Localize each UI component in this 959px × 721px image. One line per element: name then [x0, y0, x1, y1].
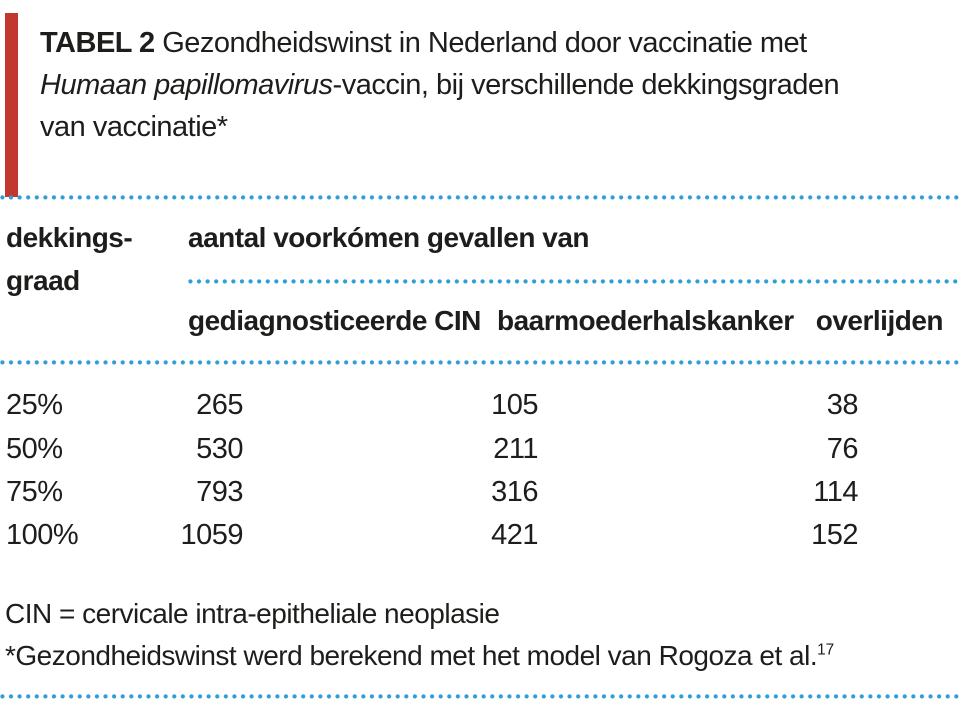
cell-overlijden: 38: [826, 389, 859, 421]
table-caption: TABEL 2 Gezondheidswinst in Nederland do…: [40, 22, 940, 148]
cell-dekkingsgraad: 50%: [6, 433, 63, 465]
accent-bar: [5, 13, 18, 197]
caption-text-3: van vaccinatie*: [40, 111, 228, 143]
cell-overlijden: 114: [813, 476, 858, 508]
caption-line-1: TABEL 2 Gezondheidswinst in Nederland do…: [40, 22, 940, 64]
dotted-rule-subheader: [188, 279, 959, 284]
footnote-cin-definition: CIN = cervicale intra-epitheliale neopla…: [5, 598, 500, 629]
cell-dekkingsgraad: 100%: [6, 519, 79, 551]
column-header-baarmoederhalskanker: baarmoederhalskanker: [497, 305, 794, 336]
dotted-rule-header-bottom: [0, 360, 959, 365]
column-header-dekkingsgraad: dekkings- graad: [6, 216, 133, 302]
column-header-dekkingsgraad-line1: dekkings-: [6, 222, 133, 253]
cell-cin: 530: [196, 433, 243, 465]
column-header-cin: gediagnosticeerde CIN: [188, 305, 481, 336]
cell-cin: 265: [196, 389, 243, 421]
cell-cin: 793: [196, 476, 243, 508]
caption-text-1: Gezondheidswinst in Nederland door vacci…: [162, 27, 807, 59]
table-row: 75% 793 316 114: [0, 470, 959, 514]
cell-baarmoederhalskanker: 105: [491, 389, 538, 421]
caption-text-2: -vaccin, bij verschillende dekkingsgrade…: [332, 69, 840, 101]
cell-baarmoederhalskanker: 316: [491, 476, 538, 508]
cell-overlijden: 152: [811, 519, 858, 551]
cell-dekkingsgraad: 75%: [6, 476, 63, 508]
table-label: TABEL 2: [40, 27, 155, 59]
cell-dekkingsgraad: 25%: [6, 389, 63, 421]
dotted-rule-bottom: [0, 694, 959, 699]
footnote-model-text: *Gezondheidswinst werd berekend met het …: [5, 640, 818, 671]
cell-overlijden: 76: [826, 433, 859, 465]
footnote-model-source: *Gezondheidswinst werd berekend met het …: [5, 636, 834, 676]
dotted-rule-top: [0, 195, 959, 200]
caption-line-3: van vaccinatie*: [40, 106, 940, 148]
column-header-dekkingsgraad-line2: graad: [6, 265, 80, 296]
cell-cin: 1059: [180, 519, 243, 551]
table-row: 100% 1059 421 152: [0, 513, 959, 557]
footnote-reference-number: 17: [817, 641, 835, 659]
table-row: 25% 265 105 38: [0, 383, 959, 427]
caption-italic-term: Humaan papillomavirus: [40, 69, 333, 101]
cell-baarmoederhalskanker: 421: [491, 519, 538, 551]
column-group-header: aantal voorkómen gevallen van: [188, 222, 590, 253]
caption-line-2: Humaan papillomavirus-vaccin, bij versch…: [40, 64, 940, 106]
table-row: 50% 530 211 76: [0, 427, 959, 471]
cell-baarmoederhalskanker: 211: [493, 433, 538, 465]
column-header-overlijden: overlijden: [815, 305, 944, 336]
